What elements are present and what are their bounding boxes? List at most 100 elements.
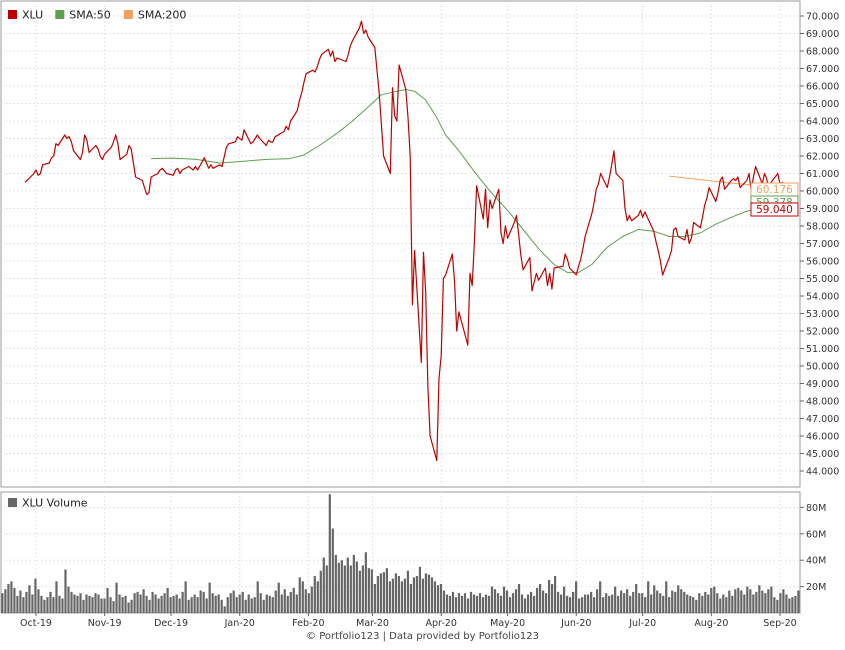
volume-bar bbox=[280, 594, 283, 613]
volume-bar bbox=[529, 591, 533, 613]
volume-bar bbox=[22, 597, 25, 613]
volume-bar bbox=[722, 594, 725, 613]
volume-bar bbox=[617, 595, 620, 613]
volume-bar bbox=[352, 554, 355, 613]
volume-bar bbox=[674, 591, 677, 613]
volume-bar bbox=[584, 594, 587, 613]
volume-bar bbox=[379, 573, 382, 613]
y-tick-label: 63.000 bbox=[806, 134, 839, 145]
last-value-box bbox=[750, 202, 799, 217]
volume-bar bbox=[596, 589, 599, 613]
volume-bar bbox=[151, 591, 154, 613]
volume-bar bbox=[346, 557, 349, 613]
volume-bar bbox=[779, 593, 782, 613]
volume-bar bbox=[37, 589, 40, 613]
x-tick-label: Oct-19 bbox=[20, 618, 52, 629]
volume-bar bbox=[184, 581, 187, 613]
volume-bar bbox=[641, 593, 644, 613]
footer-credit: © Portfolio123 | Data provided by Portfo… bbox=[0, 631, 845, 642]
volume-bar bbox=[653, 585, 656, 613]
volume-bar bbox=[755, 591, 758, 613]
volume-bar bbox=[160, 595, 163, 613]
volume-bar bbox=[623, 593, 626, 613]
volume-bar bbox=[460, 595, 464, 613]
volume-bar bbox=[593, 597, 596, 613]
volume-bar bbox=[767, 589, 770, 613]
legend-swatch bbox=[55, 10, 65, 19]
y-tick-label: 53.000 bbox=[806, 309, 839, 320]
volume-bar bbox=[412, 577, 416, 613]
volume-bar bbox=[94, 593, 97, 613]
volume-bar bbox=[250, 598, 253, 613]
volume-bar bbox=[388, 581, 391, 613]
volume-bar bbox=[785, 594, 788, 613]
volume-bar bbox=[659, 593, 662, 613]
volume-bar bbox=[103, 598, 106, 613]
x-axis: Oct-19 Nov-19 Dec-19 Jan-20 Feb-20 Mar-20 Apr-… bbox=[20, 1, 797, 629]
volume-bar bbox=[469, 591, 473, 613]
volume-bar bbox=[749, 589, 752, 613]
volume-bar bbox=[502, 586, 506, 613]
volume-bar bbox=[70, 591, 73, 613]
volume-bar bbox=[740, 590, 743, 613]
volume-bar bbox=[517, 583, 521, 613]
volume-bar bbox=[109, 597, 112, 613]
volume-bar bbox=[355, 561, 358, 613]
y-tick-label: 64.000 bbox=[806, 117, 839, 128]
volume-bar bbox=[79, 593, 82, 613]
volume-bar bbox=[349, 565, 352, 613]
volume-bar bbox=[130, 599, 133, 613]
legend-swatch bbox=[8, 498, 17, 507]
volume-bar bbox=[316, 581, 319, 613]
y-tick-label: 55.000 bbox=[806, 274, 839, 285]
volume-bar bbox=[475, 595, 479, 613]
volume-bar bbox=[547, 580, 551, 613]
volume-bar bbox=[445, 594, 449, 613]
volume-bar bbox=[508, 597, 512, 613]
volume-bar bbox=[52, 597, 55, 613]
volume-tick-label: 60M bbox=[806, 529, 826, 540]
volume-bar bbox=[361, 565, 364, 613]
volume-bar bbox=[205, 598, 208, 613]
volume-bar bbox=[541, 590, 545, 613]
volume-bar bbox=[514, 589, 518, 613]
y-tick-label: 58.000 bbox=[806, 222, 839, 233]
volume-bar bbox=[692, 597, 695, 613]
volume-bar bbox=[358, 570, 361, 613]
volume-bar bbox=[526, 594, 530, 613]
x-tick-label: Nov-19 bbox=[88, 618, 122, 629]
x-tick-label: May-20 bbox=[490, 618, 525, 629]
x-tick-label: Mar-20 bbox=[356, 618, 389, 629]
volume-bar bbox=[211, 593, 214, 613]
volume-bar bbox=[16, 595, 19, 613]
volume-bar bbox=[484, 594, 488, 613]
x-tick-label: Apr-20 bbox=[426, 618, 457, 629]
volume-bar bbox=[376, 576, 379, 613]
volume-bar bbox=[319, 570, 322, 613]
volume-bar bbox=[34, 578, 37, 613]
price-legend: XLU SMA:50 SMA:200 bbox=[8, 9, 186, 22]
y-tick-label: 60.000 bbox=[806, 187, 839, 198]
last-value-text: 59.040 bbox=[756, 204, 793, 216]
volume-bar bbox=[331, 528, 334, 613]
volume-bar bbox=[505, 590, 509, 613]
volume-bar bbox=[553, 576, 557, 613]
y-tick-label: 68.000 bbox=[806, 47, 839, 58]
volume-bar bbox=[256, 581, 259, 613]
volume-bar bbox=[770, 586, 773, 613]
volume-bar bbox=[286, 595, 289, 613]
volume-bar bbox=[232, 590, 235, 613]
volume-bar bbox=[499, 595, 503, 613]
volume-bar bbox=[638, 593, 641, 613]
volume-bar bbox=[701, 595, 704, 613]
volume-bar bbox=[457, 593, 461, 613]
y-tick-label: 57.000 bbox=[806, 239, 839, 250]
volume-bar bbox=[271, 597, 274, 613]
x-tick-label: Dec-19 bbox=[154, 618, 188, 629]
volume-bar bbox=[728, 590, 731, 613]
volume-bar bbox=[632, 591, 635, 613]
y-tick-label: 65.000 bbox=[806, 99, 839, 110]
volume-bar bbox=[400, 581, 403, 613]
volume-bar bbox=[418, 566, 422, 613]
